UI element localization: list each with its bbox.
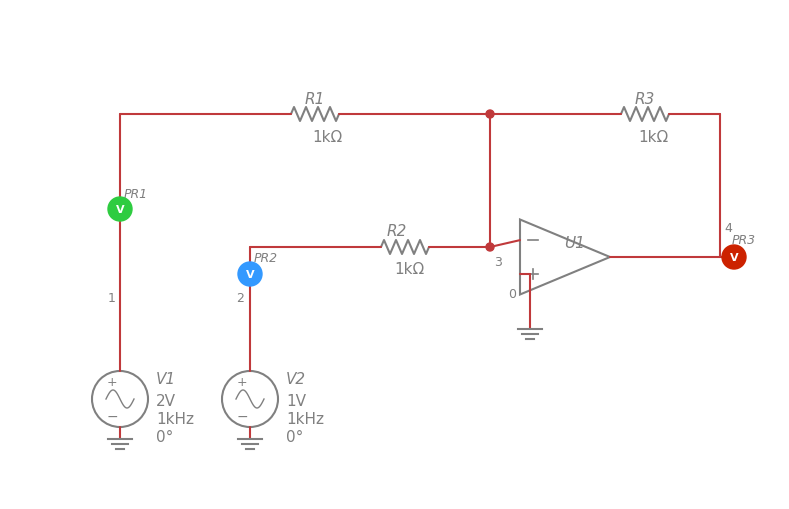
Text: V: V bbox=[245, 269, 254, 279]
Text: 0°: 0° bbox=[156, 430, 174, 445]
Text: +: + bbox=[107, 376, 118, 389]
Text: −: − bbox=[107, 409, 118, 423]
Text: 1V: 1V bbox=[286, 394, 306, 409]
Text: 1: 1 bbox=[108, 291, 116, 304]
Text: −: − bbox=[236, 409, 248, 423]
Text: R2: R2 bbox=[387, 224, 407, 239]
Text: 0°: 0° bbox=[286, 430, 304, 445]
Text: 0: 0 bbox=[508, 288, 516, 301]
Text: 3: 3 bbox=[494, 255, 502, 268]
Text: R1: R1 bbox=[305, 91, 325, 106]
Text: 2: 2 bbox=[236, 291, 244, 304]
Text: +: + bbox=[237, 376, 247, 389]
Text: 1kΩ: 1kΩ bbox=[638, 129, 668, 144]
Text: 1kΩ: 1kΩ bbox=[312, 129, 342, 144]
Text: 1kΩ: 1kΩ bbox=[394, 262, 424, 277]
Text: PR3: PR3 bbox=[732, 233, 756, 246]
Circle shape bbox=[108, 197, 132, 221]
Text: PR1: PR1 bbox=[124, 187, 148, 200]
Circle shape bbox=[238, 263, 262, 287]
Circle shape bbox=[486, 111, 494, 119]
Text: V: V bbox=[730, 252, 739, 263]
Circle shape bbox=[486, 243, 494, 251]
Text: 4: 4 bbox=[724, 221, 732, 234]
Text: V: V bbox=[116, 205, 125, 215]
Text: V1: V1 bbox=[156, 372, 176, 387]
Text: V2: V2 bbox=[286, 372, 306, 387]
Text: PR2: PR2 bbox=[254, 252, 279, 265]
Text: 2V: 2V bbox=[156, 394, 176, 409]
Text: 1kHz: 1kHz bbox=[156, 412, 194, 427]
Text: 1kHz: 1kHz bbox=[286, 412, 324, 427]
Text: U1: U1 bbox=[565, 235, 585, 250]
Circle shape bbox=[722, 245, 746, 269]
Text: R3: R3 bbox=[635, 91, 655, 106]
